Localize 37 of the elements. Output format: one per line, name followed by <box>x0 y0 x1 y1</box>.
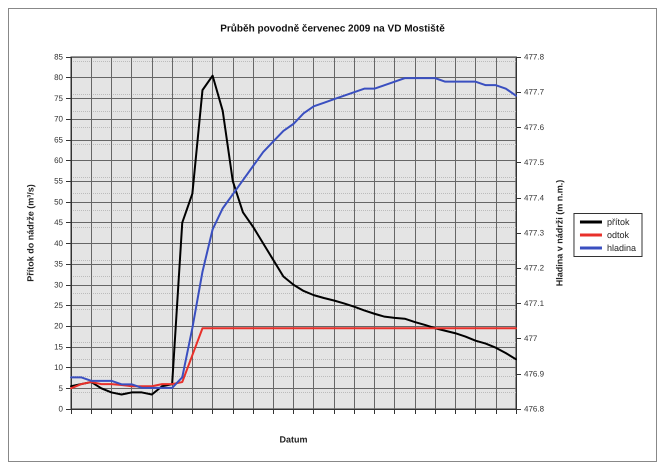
y-tick-label: 85 <box>54 52 64 62</box>
y2-tick-label: 477.1 <box>524 298 545 308</box>
y2-tick-label: 477.7 <box>524 88 545 97</box>
y-tick-label: 45 <box>54 218 64 228</box>
y2-axis-title: Hladina v nádrži (m n.m.) <box>554 180 564 286</box>
y-tick-label: 55 <box>54 176 64 186</box>
legend-label: přítok <box>606 217 630 227</box>
y-tick-label: 60 <box>54 156 64 166</box>
y-tick-label: 5 <box>58 384 64 393</box>
y-tick-label: 20 <box>54 322 64 331</box>
chart-title: Průběh povodně červenec 2009 na VD Mostiště <box>220 22 446 34</box>
y-tick-label: 40 <box>54 238 64 248</box>
y-tick-label: 0 <box>58 404 64 414</box>
y-tick-label: 65 <box>54 135 64 144</box>
x-axis-title: Datum <box>279 434 308 444</box>
y-tick-label: 75 <box>54 94 64 103</box>
y2-tick-label: 477.2 <box>524 264 545 273</box>
legend-label: hladina <box>606 243 636 253</box>
y-tick-label: 35 <box>54 260 64 269</box>
line-series <box>70 327 517 390</box>
y2-tick-label: 477.8 <box>524 52 545 62</box>
y2-tick-label: 477.6 <box>524 122 545 132</box>
y2-tick-label: 477.5 <box>524 158 545 168</box>
y-tick-label: 30 <box>54 280 64 290</box>
y-tick-label: 10 <box>54 363 64 372</box>
y2-tick-label: 477 <box>524 334 538 344</box>
y-tick-label: 80 <box>54 73 64 82</box>
y2-tick-label: 477.3 <box>524 228 545 238</box>
y-tick-label: 25 <box>54 300 64 310</box>
y-tick-label: 15 <box>54 342 64 352</box>
y2-tick-label: 477.4 <box>524 193 545 202</box>
y-axis-title: Přítok do nádrže (m³/s) <box>26 184 36 282</box>
y-tick-label: 50 <box>54 197 64 206</box>
y-tick-label: 70 <box>54 114 64 124</box>
legend-label: odtok <box>606 230 630 240</box>
y2-tick-label: 476.9 <box>524 369 545 378</box>
y2-tick-label: 476.8 <box>524 404 545 414</box>
